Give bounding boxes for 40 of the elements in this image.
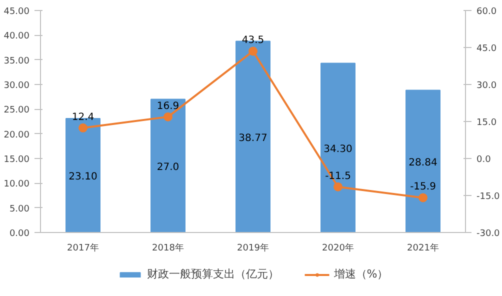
- bar: [150, 98, 186, 232]
- legend-label: 财政一般预算支出（亿元）: [146, 266, 279, 282]
- data-label: 23.10: [68, 172, 98, 183]
- y-tick-label: 15.00: [4, 155, 30, 165]
- data-label: -15.9: [410, 182, 436, 193]
- legend-label: 增速（%）: [334, 266, 388, 282]
- x-tick-label: 2017年: [67, 242, 99, 254]
- y2-tick-label: -15.0: [476, 192, 500, 202]
- y2-tick-label: 45.0: [476, 44, 497, 54]
- x-tick-label: 2021年: [407, 242, 439, 254]
- y2-tick-label: 30.0: [476, 81, 497, 91]
- y-tick-label: 20.00: [4, 130, 30, 140]
- x-tick-label: 2020年: [322, 242, 354, 254]
- x-tick-label: 2019年: [237, 242, 269, 254]
- y-tick-label: 40.00: [4, 32, 30, 42]
- point: [418, 193, 428, 202]
- y-tick-label: 10.00: [4, 180, 30, 190]
- point: [248, 46, 258, 56]
- y2-tick-label: -30.0: [476, 229, 500, 239]
- y-tick-label: 30.00: [4, 81, 30, 91]
- x-tick-label: 2018年: [152, 242, 184, 254]
- y2-tick-label: 60.0: [476, 7, 497, 17]
- y-tick-label: 0.00: [9, 229, 30, 239]
- data-label: 34.30: [324, 144, 352, 155]
- y-tick-label: 25.00: [4, 106, 30, 116]
- data-label: 16.9: [156, 100, 180, 112]
- y2-tick-label: 0.0: [476, 155, 492, 165]
- point: [78, 123, 88, 132]
- bar: [66, 118, 100, 232]
- data-label: 38.77: [238, 132, 268, 144]
- y-tick-label: 35.00: [4, 56, 30, 66]
- y-tick-label: 45.00: [4, 7, 30, 17]
- data-label: 28.84: [408, 157, 438, 168]
- point: [334, 182, 342, 192]
- bar: [320, 62, 356, 232]
- data-label: 27.0: [156, 162, 180, 173]
- point: [164, 112, 172, 122]
- y2-tick-label: 15.0: [476, 118, 497, 128]
- bar: [406, 90, 440, 232]
- y-tick-label: 5.00: [9, 204, 30, 214]
